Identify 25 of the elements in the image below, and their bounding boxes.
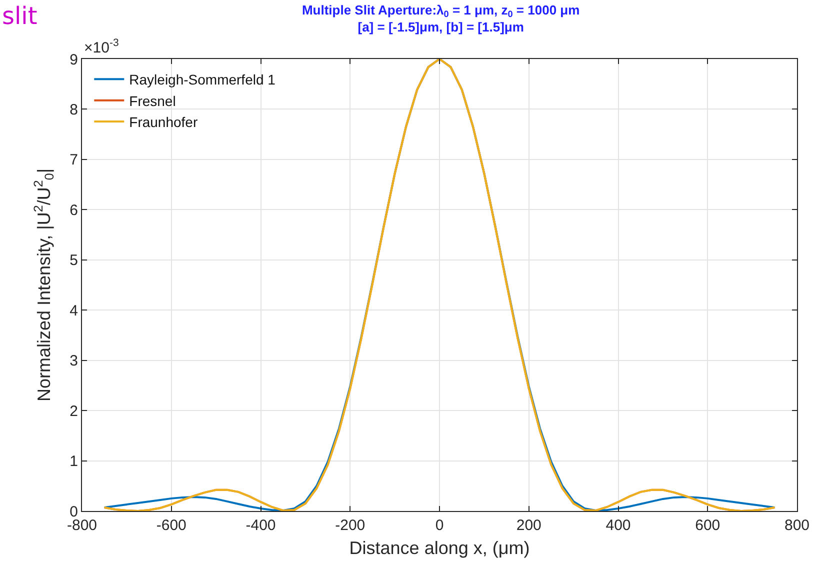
y-tick-label: 4 bbox=[70, 302, 78, 320]
x-tick-label: 800 bbox=[784, 517, 810, 534]
y-tick-label: 2 bbox=[70, 402, 78, 420]
y-tick-label: 5 bbox=[70, 252, 78, 270]
legend-label: Fraunhofer bbox=[129, 114, 198, 130]
y-tick-label: 7 bbox=[70, 152, 78, 169]
x-axis-title: Distance along x, (μm) bbox=[349, 538, 530, 558]
text: slit bbox=[2, 2, 38, 30]
y-tick-label: 1 bbox=[70, 453, 78, 470]
x-tick-label: -400 bbox=[246, 517, 276, 534]
x-tick-label: 0 bbox=[435, 517, 444, 534]
y-tick-label: 9 bbox=[70, 51, 78, 68]
x-tick-label: -200 bbox=[335, 517, 366, 534]
x-tick-label: -600 bbox=[156, 517, 186, 534]
y-tick-label: 6 bbox=[70, 202, 78, 219]
x-tick-label: 400 bbox=[606, 517, 631, 534]
text: ×10$^{-3}$ bbox=[84, 37, 119, 56]
y-tick-label: 3 bbox=[70, 352, 78, 370]
legend-label: Rayleigh-Sommerfeld 1 bbox=[129, 72, 276, 88]
legend-label: Fresnel bbox=[129, 92, 176, 109]
x-tick-label: 200 bbox=[516, 517, 542, 534]
y-tick-label: 8 bbox=[70, 101, 78, 118]
chart-subtitle: [a] = [-1.5]μm, [b] = [1.5]μm bbox=[358, 19, 524, 34]
chart-title: Multiple Slit Aperture:λ$_{0}$ = 1 μm, z$_{0}$ = 1000 μm bbox=[302, 2, 580, 20]
x-tick-label: 600 bbox=[695, 517, 720, 534]
